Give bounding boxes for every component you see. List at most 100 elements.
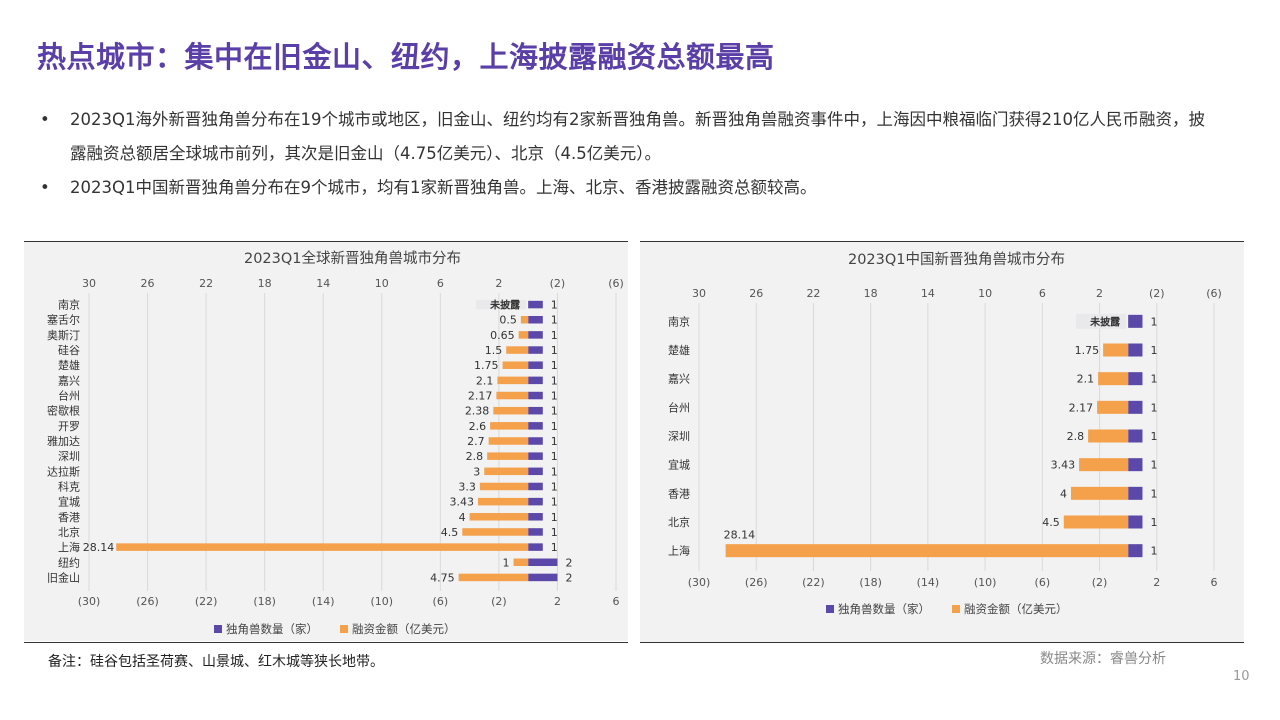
category-label: 楚雄 [58,358,80,372]
global-city-chart: 2023Q1全球新晋独角兽城市分布30(30)26(26)22(22)18(18… [47,249,624,636]
category-label: 旧金山 [47,570,80,584]
category-label: 北京 [668,515,690,529]
x-tick-top: 22 [806,287,820,300]
category-label: 南京 [668,314,690,328]
footnote: 备注：硅谷包括圣荷赛、山景城、红木城等狭长地带。 [48,654,384,670]
count-bar [1128,486,1143,500]
count-bar [528,543,543,551]
amount-bar [518,331,529,339]
global-chart-panel: 2023Q1全球新晋独角兽城市分布 30 (30) 26 (26) 22 (22) 18 (18… [24,241,628,641]
x-tick-top: 18 [258,277,272,290]
count-bar [528,452,543,460]
count-label: 1 [551,435,558,448]
divider [640,642,1244,643]
legend-swatch-count [214,625,222,633]
bullet-dot-icon: • [40,178,50,197]
x-tick-bottom: (30) [78,595,101,608]
x-tick-top: 6 [437,277,444,290]
amount-label: 28.14 [724,529,756,542]
amount-bar [479,482,529,491]
amount-label: 2.1 [476,374,494,387]
amount-label: 未披露 [1089,315,1121,328]
category-label: 密歇根 [47,404,80,418]
amount-bar [490,422,529,430]
x-tick-bottom: 2 [554,595,561,608]
count-bar [528,482,543,491]
count-bar [528,346,543,354]
amount-label: 1.5 [485,344,503,357]
bullet-item-2: • 2023Q1中国新晋独角兽分布在9个城市，均有1家新晋独角兽。上海、北京、香… [40,171,1220,205]
category-label: 宜城 [58,495,80,509]
count-bar [528,376,543,385]
legend-swatch-count [826,605,834,613]
x-tick-top: 22 [199,277,213,290]
count-bar [528,315,543,324]
x-tick-top: 2 [1096,287,1103,300]
category-label: 深圳 [58,450,80,463]
category-label: 上海 [668,544,690,558]
data-source: 数据来源：睿兽分析 [1040,651,1166,667]
x-tick-top: 10 [978,287,992,300]
undisclosed-marker [476,299,527,310]
x-tick-bottom: (6) [433,595,449,608]
count-label: 1 [1150,315,1157,328]
amount-bar [1097,400,1129,414]
count-label: 1 [551,374,558,387]
amount-bar [1070,486,1129,500]
bullet-item-1: • 2023Q1海外新晋独角兽分布在19个城市或地区，旧金山、纽约均有2家新晋独… [40,103,1220,171]
divider [24,241,628,242]
count-bar [528,467,543,476]
category-label: 科克 [58,479,80,493]
count-bar [528,361,543,369]
divider [640,241,1244,242]
x-tick-top: (2) [1149,287,1165,300]
count-label: 1 [1150,430,1157,443]
x-tick-top: 14 [316,277,330,290]
x-tick-top: 10 [375,277,389,290]
amount-bar [484,467,529,476]
chart-title: 2023Q1全球新晋独角兽城市分布 [244,249,461,267]
count-label: 1 [551,390,558,403]
x-tick-bottom: (22) [802,576,825,589]
count-label: 1 [1150,401,1157,414]
amount-label: 2.8 [1067,430,1085,443]
count-label: 1 [1150,373,1157,386]
count-bar [1128,429,1143,443]
category-label: 纽约 [58,555,80,569]
amount-label: 2.8 [466,450,484,463]
legend-label-amount: 融资金额（亿美元） [352,622,456,636]
x-tick-bottom: (18) [859,576,882,589]
count-label: 2 [565,556,572,569]
amount-bar [1098,372,1129,386]
count-label: 1 [551,450,558,463]
x-tick-top: (6) [1206,287,1222,300]
count-bar [528,437,543,445]
page-number: 10 [1233,669,1250,684]
amount-label: 3.43 [1051,459,1076,472]
amount-label: 3.43 [449,496,474,509]
count-bar [1128,515,1143,529]
count-bar [1128,400,1143,414]
count-bar [528,331,543,339]
count-bar [528,558,558,567]
divider [24,642,628,643]
count-label: 1 [551,511,558,524]
amount-label: 3 [473,465,480,478]
amount-bar [497,376,529,385]
count-label: 1 [551,359,558,372]
count-bar [1128,458,1143,472]
count-label: 1 [551,314,558,327]
category-label: 香港 [668,487,690,500]
count-label: 1 [551,405,558,418]
amount-bar [1088,429,1129,443]
x-tick-top: 14 [921,287,935,300]
category-label: 宜城 [668,458,690,472]
amount-bar [725,544,1129,558]
count-bar [528,406,543,415]
amount-bar [496,391,529,400]
category-label: 香港 [58,511,80,524]
count-bar [528,300,543,309]
x-tick-top: 26 [749,287,763,300]
amount-bar [520,315,529,324]
category-label: 塞舌尔 [47,313,80,327]
